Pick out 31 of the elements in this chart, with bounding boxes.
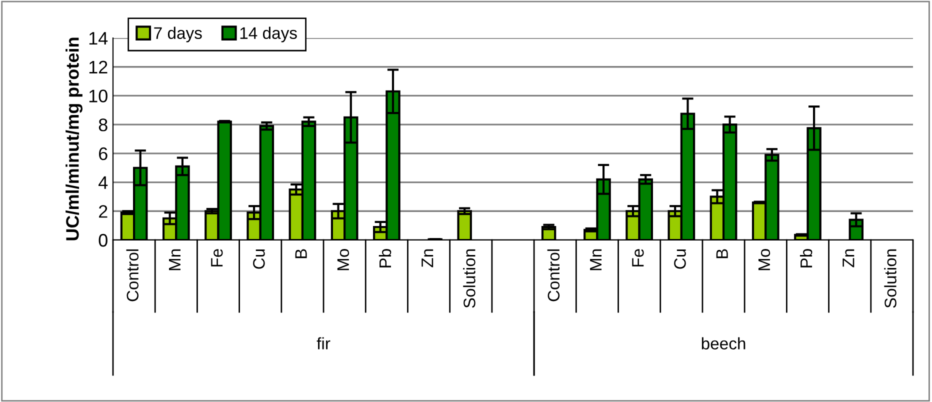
x-tick-label: Control (126, 249, 139, 302)
legend-label: 14 days (240, 26, 297, 42)
y-tick-label: 10 (89, 90, 108, 102)
legend-label: 7 days (154, 26, 202, 42)
y-tick-label: 4 (98, 176, 108, 189)
x-tick-label: Control (547, 249, 560, 302)
x-tick-label: Pb (378, 249, 392, 268)
x-tick-label: B (716, 249, 728, 258)
y-tick-label: 8 (98, 118, 108, 132)
x-tick-label: Fe (211, 249, 223, 266)
x-tick-label: Mn (169, 249, 180, 270)
text: fir (316, 337, 330, 350)
x-tick-label: Cu (674, 249, 686, 269)
x-tick-label: Mn (590, 249, 602, 270)
text: beech (702, 337, 746, 350)
x-tick-label: Fe (632, 249, 644, 266)
x-tick-label: Cu (253, 249, 265, 269)
x-tick-label: B (295, 249, 307, 258)
x-tick-label: Mo (758, 249, 770, 270)
y-tick-label: 14 (89, 32, 108, 45)
x-tick-label: Solution (463, 249, 476, 308)
x-tick-label: Pb (800, 249, 812, 268)
y-tick-label: 2 (99, 205, 108, 218)
y-tick-label: 6 (99, 147, 108, 160)
y-axis-title: UC/ml/minut/mg protein (66, 38, 82, 240)
x-tick-label: Solution (884, 249, 896, 308)
x-tick-label: Zn (422, 249, 434, 268)
y-tick-label: 12 (89, 60, 108, 74)
x-tick-label: Mo (337, 249, 350, 270)
x-tick-label: Zn (842, 249, 854, 268)
y-tick-label: 0 (98, 234, 108, 247)
